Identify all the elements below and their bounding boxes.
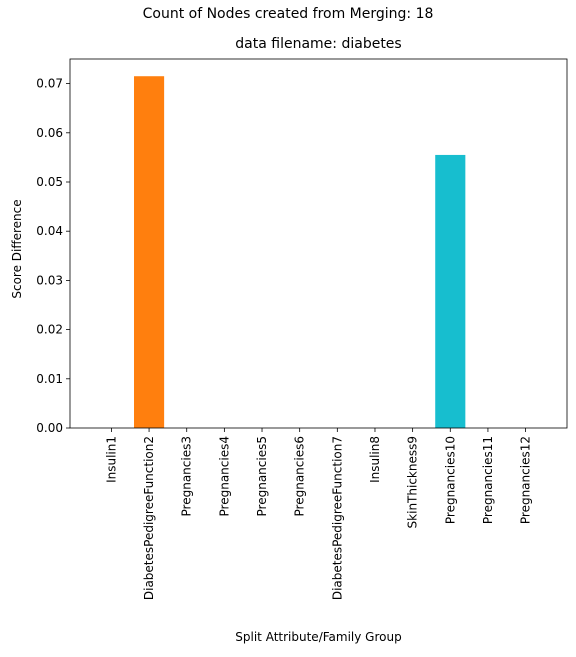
x-tick-label: Insulin1 [104, 436, 118, 483]
x-tick-label: Pregnancies10 [443, 436, 457, 524]
bar [435, 154, 466, 428]
y-tick-label: 0.01 [36, 372, 63, 386]
x-tick-label: SkinThickness9 [406, 436, 420, 528]
x-tick-label: DiabetesPedigreeFunction7 [330, 436, 344, 600]
y-tick-label: 0.05 [36, 175, 63, 189]
y-tick-label: 0.02 [36, 323, 63, 337]
x-axis-label: Split Attribute/Family Group [235, 630, 402, 644]
x-tick-label: Pregnancies3 [180, 436, 194, 516]
chart-suptitle: Count of Nodes created from Merging: 18 [142, 6, 434, 22]
plot-frame [69, 58, 568, 429]
x-tick-label: DiabetesPedigreeFunction2 [142, 436, 156, 600]
x-tick-label: Pregnancies12 [519, 436, 533, 524]
x-tick-label: Pregnancies5 [255, 436, 269, 516]
x-tick-label: Pregnancies6 [293, 436, 307, 516]
y-tick-label: 0.04 [36, 224, 63, 238]
y-tick-label: 0.07 [36, 77, 63, 91]
y-tick-label: 0.00 [36, 421, 63, 435]
x-tick-label: Pregnancies11 [481, 436, 495, 524]
y-tick-label: 0.03 [36, 273, 63, 287]
chart-title: data filename: diabetes [235, 36, 402, 52]
x-tick-label: Pregnancies4 [217, 436, 231, 516]
x-tick-label: Insulin8 [368, 436, 382, 483]
bar [134, 76, 165, 428]
y-tick-label: 0.06 [36, 126, 63, 140]
